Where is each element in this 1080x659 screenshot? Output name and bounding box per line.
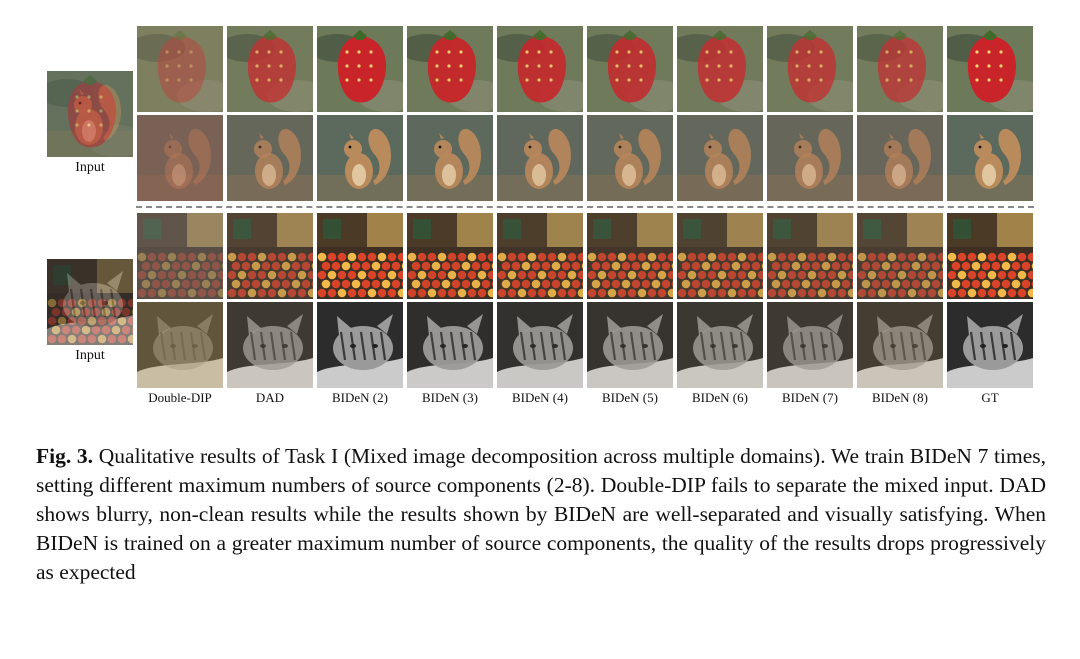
- result-tile-fruit-market-biden-2: [317, 213, 403, 299]
- result-tile-strawberry-biden-2: [317, 26, 403, 112]
- result-tile-strawberry-biden-7: [767, 26, 853, 112]
- result-tile-strawberry-dad: [227, 26, 313, 112]
- column-label-biden-2: BIDeN (2): [332, 390, 388, 405]
- result-tile-fruit-market-biden-6: [677, 213, 763, 299]
- figure-caption: Fig. 3. Qualitative results of Task I (M…: [36, 442, 1046, 587]
- result-tile-squirrel-biden-5: [587, 115, 673, 201]
- result-tile-fruit-market-biden-5: [587, 213, 673, 299]
- input-image-mixed-1: [47, 71, 133, 157]
- group-divider: [136, 206, 1034, 208]
- column-label-biden-7: BIDeN (7): [782, 390, 838, 405]
- column-label-double-dip: Double-DIP: [148, 390, 212, 405]
- result-tile-cat-biden-3: [407, 302, 493, 388]
- result-tile-strawberry-biden-3: [407, 26, 493, 112]
- result-tile-squirrel-biden-7: [767, 115, 853, 201]
- result-tile-fruit-market-biden-8: [857, 213, 943, 299]
- result-tile-fruit-market-biden-4: [497, 213, 583, 299]
- input-image-mixed-2: [47, 259, 133, 345]
- result-tile-squirrel-biden-4: [497, 115, 583, 201]
- result-tile-fruit-market-double-dip: [137, 213, 223, 299]
- result-tile-squirrel-gt: [947, 115, 1033, 201]
- result-tile-strawberry-biden-6: [677, 26, 763, 112]
- result-tile-strawberry-double-dip: [137, 26, 223, 112]
- result-tile-squirrel-biden-8: [857, 115, 943, 201]
- column-label-gt: GT: [981, 390, 999, 405]
- result-tile-cat-dad: [227, 302, 313, 388]
- result-tile-cat-gt: [947, 302, 1033, 388]
- column-label-biden-8: BIDeN (8): [872, 390, 928, 405]
- input-label-2: Input: [75, 348, 105, 363]
- result-tile-cat-biden-8: [857, 302, 943, 388]
- result-tile-fruit-market-gt: [947, 213, 1033, 299]
- result-tile-cat-biden-6: [677, 302, 763, 388]
- caption-text: Qualitative results of Task I (Mixed ima…: [36, 444, 1046, 584]
- result-tile-strawberry-biden-5: [587, 26, 673, 112]
- result-tile-squirrel-biden-6: [677, 115, 763, 201]
- column-label-biden-3: BIDeN (3): [422, 390, 478, 405]
- result-tile-cat-biden-2: [317, 302, 403, 388]
- result-tile-strawberry-biden-8: [857, 26, 943, 112]
- result-tile-strawberry-biden-4: [497, 26, 583, 112]
- column-label-biden-6: BIDeN (6): [692, 390, 748, 405]
- column-label-biden-4: BIDeN (4): [512, 390, 568, 405]
- result-tile-squirrel-biden-2: [317, 115, 403, 201]
- result-tile-cat-biden-4: [497, 302, 583, 388]
- column-label-dad: DAD: [255, 390, 285, 405]
- result-tile-strawberry-gt: [947, 26, 1033, 112]
- qualitative-results-figure: Input Input Double-DIP DAD BIDeN (2) BIDeN …: [47, 26, 1034, 405]
- result-tile-cat-biden-7: [767, 302, 853, 388]
- input-label-1: Input: [75, 160, 105, 175]
- result-tile-cat-biden-5: [587, 302, 673, 388]
- result-tile-cat-double-dip: [137, 302, 223, 388]
- result-tile-fruit-market-biden-3: [407, 213, 493, 299]
- result-tile-squirrel-biden-3: [407, 115, 493, 201]
- result-tile-fruit-market-biden-7: [767, 213, 853, 299]
- column-label-biden-5: BIDeN (5): [602, 390, 658, 405]
- figure-label: Fig. 3.: [36, 444, 94, 468]
- result-tile-squirrel-double-dip: [137, 115, 223, 201]
- result-tile-fruit-market-dad: [227, 213, 313, 299]
- result-tile-squirrel-dad: [227, 115, 313, 201]
